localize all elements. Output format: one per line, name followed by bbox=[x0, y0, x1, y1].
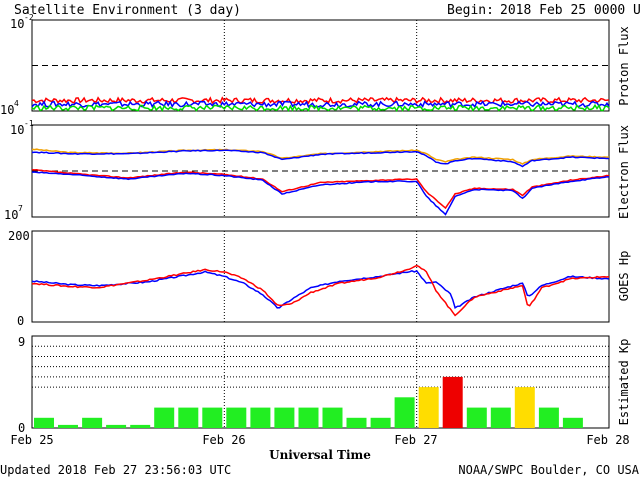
kp-bar-16 bbox=[418, 387, 439, 428]
kp-ylabel: Estimated Kp bbox=[617, 339, 631, 426]
electron-series-line-3 bbox=[31, 171, 609, 216]
electron-ytick-bottom-exp: 7 bbox=[18, 204, 23, 213]
kp-panel-frame bbox=[31, 335, 610, 429]
electron-panel: 10 -1 10 7 Electron Flux bbox=[4, 119, 631, 222]
electron-ytick-top-base: 10 bbox=[10, 123, 24, 137]
hp-ytick-bottom: 0 bbox=[17, 314, 24, 328]
kp-bar-4 bbox=[130, 424, 151, 428]
electron-ytick-bottom-base: 10 bbox=[4, 208, 18, 222]
kp-bar-6 bbox=[178, 407, 199, 428]
kp-bar-20 bbox=[514, 387, 535, 428]
proton-ytick-top-base: 10 bbox=[10, 17, 24, 31]
kp-ytick-bottom: 0 bbox=[18, 421, 25, 435]
kp-bar-21 bbox=[538, 407, 559, 428]
xtick-feb26: Feb 26 bbox=[202, 433, 245, 447]
hp-panel-frame bbox=[31, 230, 610, 323]
kp-bar-18 bbox=[466, 407, 487, 428]
kp-bar-7 bbox=[202, 407, 223, 428]
kp-bar-8 bbox=[226, 407, 247, 428]
kp-bar-5 bbox=[154, 407, 175, 428]
kp-bar-3 bbox=[106, 424, 127, 428]
hp-series-line-1 bbox=[31, 264, 610, 317]
kp-bar-22 bbox=[562, 417, 583, 428]
x-axis-label: Universal Time bbox=[269, 448, 371, 462]
source-credit: NOAA/SWPC Boulder, CO USA bbox=[458, 463, 639, 477]
kp-bar-11 bbox=[298, 407, 319, 428]
proton-series-line-0 bbox=[31, 96, 610, 105]
begin-value: 2018 Feb 25 0000 UTC bbox=[500, 3, 640, 18]
kp-bar-9 bbox=[250, 407, 271, 428]
begin-label: Begin: bbox=[447, 3, 494, 18]
kp-ytick-top: 9 bbox=[18, 335, 25, 349]
kp-panel: 9 0 Estimated Kp bbox=[18, 335, 631, 435]
kp-bar-17 bbox=[442, 376, 463, 428]
kp-bar-2 bbox=[82, 417, 103, 428]
electron-series-line-1 bbox=[31, 149, 609, 168]
hp-ylabel: GOES Hp bbox=[617, 251, 631, 302]
electron-series-line-2 bbox=[31, 168, 610, 210]
kp-bar-13 bbox=[346, 417, 367, 428]
xtick-feb27: Feb 27 bbox=[394, 433, 437, 447]
xtick-feb25: Feb 25 bbox=[10, 433, 53, 447]
xtick-feb28: Feb 28 bbox=[586, 433, 629, 447]
kp-bar-14 bbox=[370, 417, 391, 428]
proton-ylabel: Proton Flux bbox=[617, 26, 631, 105]
chart-title: Satellite Environment (3 day) bbox=[14, 3, 241, 18]
hp-ytick-top: 200 bbox=[8, 229, 30, 243]
kp-bar-15 bbox=[394, 397, 415, 428]
kp-bar-0 bbox=[34, 417, 54, 428]
proton-ytick-bottom-base: 10 bbox=[0, 103, 14, 117]
electron-ytick-top-exp: -1 bbox=[24, 119, 34, 128]
kp-bar-19 bbox=[490, 407, 511, 428]
hp-panel: 200 0 GOES Hp bbox=[8, 229, 631, 328]
proton-series-line-2 bbox=[31, 103, 610, 113]
updated-timestamp: Updated 2018 Feb 27 23:56:03 UTC bbox=[0, 463, 231, 477]
kp-bar-1 bbox=[58, 424, 78, 428]
electron-series-line-0 bbox=[31, 148, 610, 165]
electron-ylabel: Electron Flux bbox=[617, 125, 631, 219]
kp-bar-10 bbox=[274, 407, 295, 428]
kp-bar-12 bbox=[322, 407, 343, 428]
proton-panel: 10 -2 10 4 Proton Flux bbox=[0, 13, 631, 117]
proton-ytick-top-exp: -2 bbox=[24, 13, 34, 22]
proton-ytick-bottom-exp: 4 bbox=[14, 99, 19, 108]
